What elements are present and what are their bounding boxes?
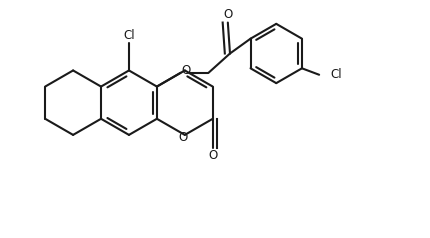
Text: O: O [178,131,187,144]
Text: O: O [208,149,218,162]
Text: O: O [223,8,233,21]
Text: O: O [181,64,190,77]
Text: Cl: Cl [123,29,135,42]
Text: Cl: Cl [330,68,341,81]
